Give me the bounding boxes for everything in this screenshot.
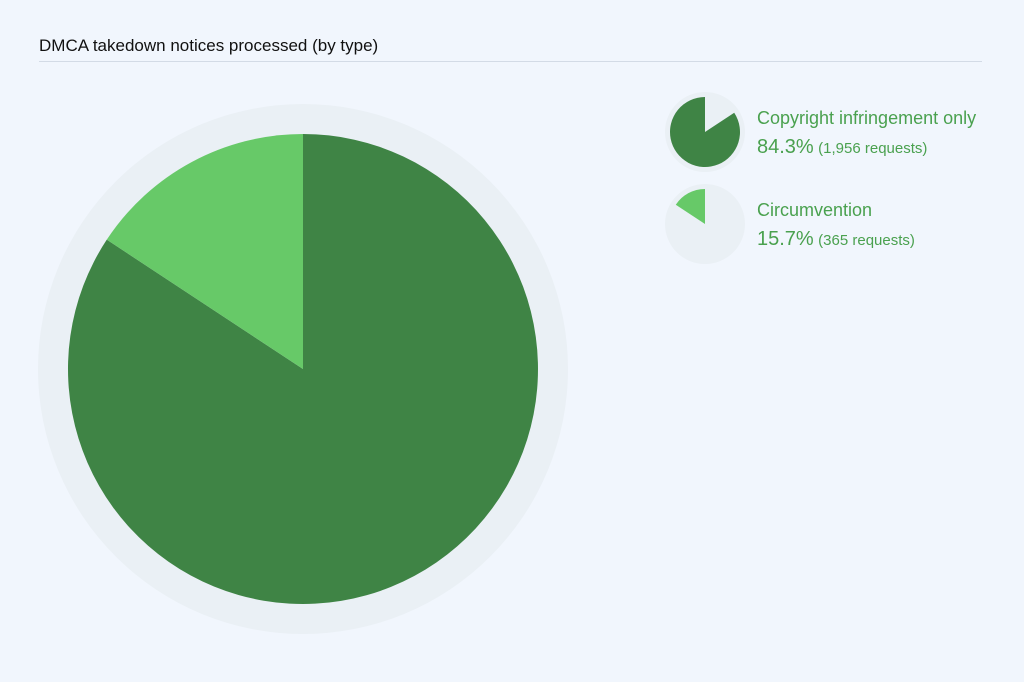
legend-percent: 84.3%	[757, 136, 814, 158]
legend-label: Circumvention	[757, 200, 873, 220]
pie-slice-circumvention	[106, 134, 303, 369]
main-pie-chart	[38, 104, 568, 634]
pie-slice-copyright-infringement-only	[67, 134, 538, 604]
legend-value: 15.7% (365 requests)	[757, 228, 915, 251]
legend-swatch-copyright	[665, 92, 745, 172]
legend-swatch-circumvention	[665, 184, 745, 264]
legend-percent: 15.7%	[757, 228, 814, 250]
title-divider	[39, 61, 982, 62]
legend-item-circumvention: Circumvention 15.7% (365 requests)	[665, 184, 1005, 264]
legend-value: 84.3% (1,956 requests)	[757, 136, 927, 159]
legend-swatch-slice	[675, 189, 705, 224]
legend-swatch-slice	[669, 97, 740, 167]
chart-title: DMCA takedown notices processed (by type…	[39, 36, 379, 55]
legend-count: (1,956 requests)	[818, 140, 928, 157]
legend-item-copyright: Copyright infringement only 84.3% (1,956…	[665, 92, 1005, 172]
legend-label: Copyright infringement only	[757, 108, 977, 128]
legend-count: (365 requests)	[818, 232, 915, 249]
